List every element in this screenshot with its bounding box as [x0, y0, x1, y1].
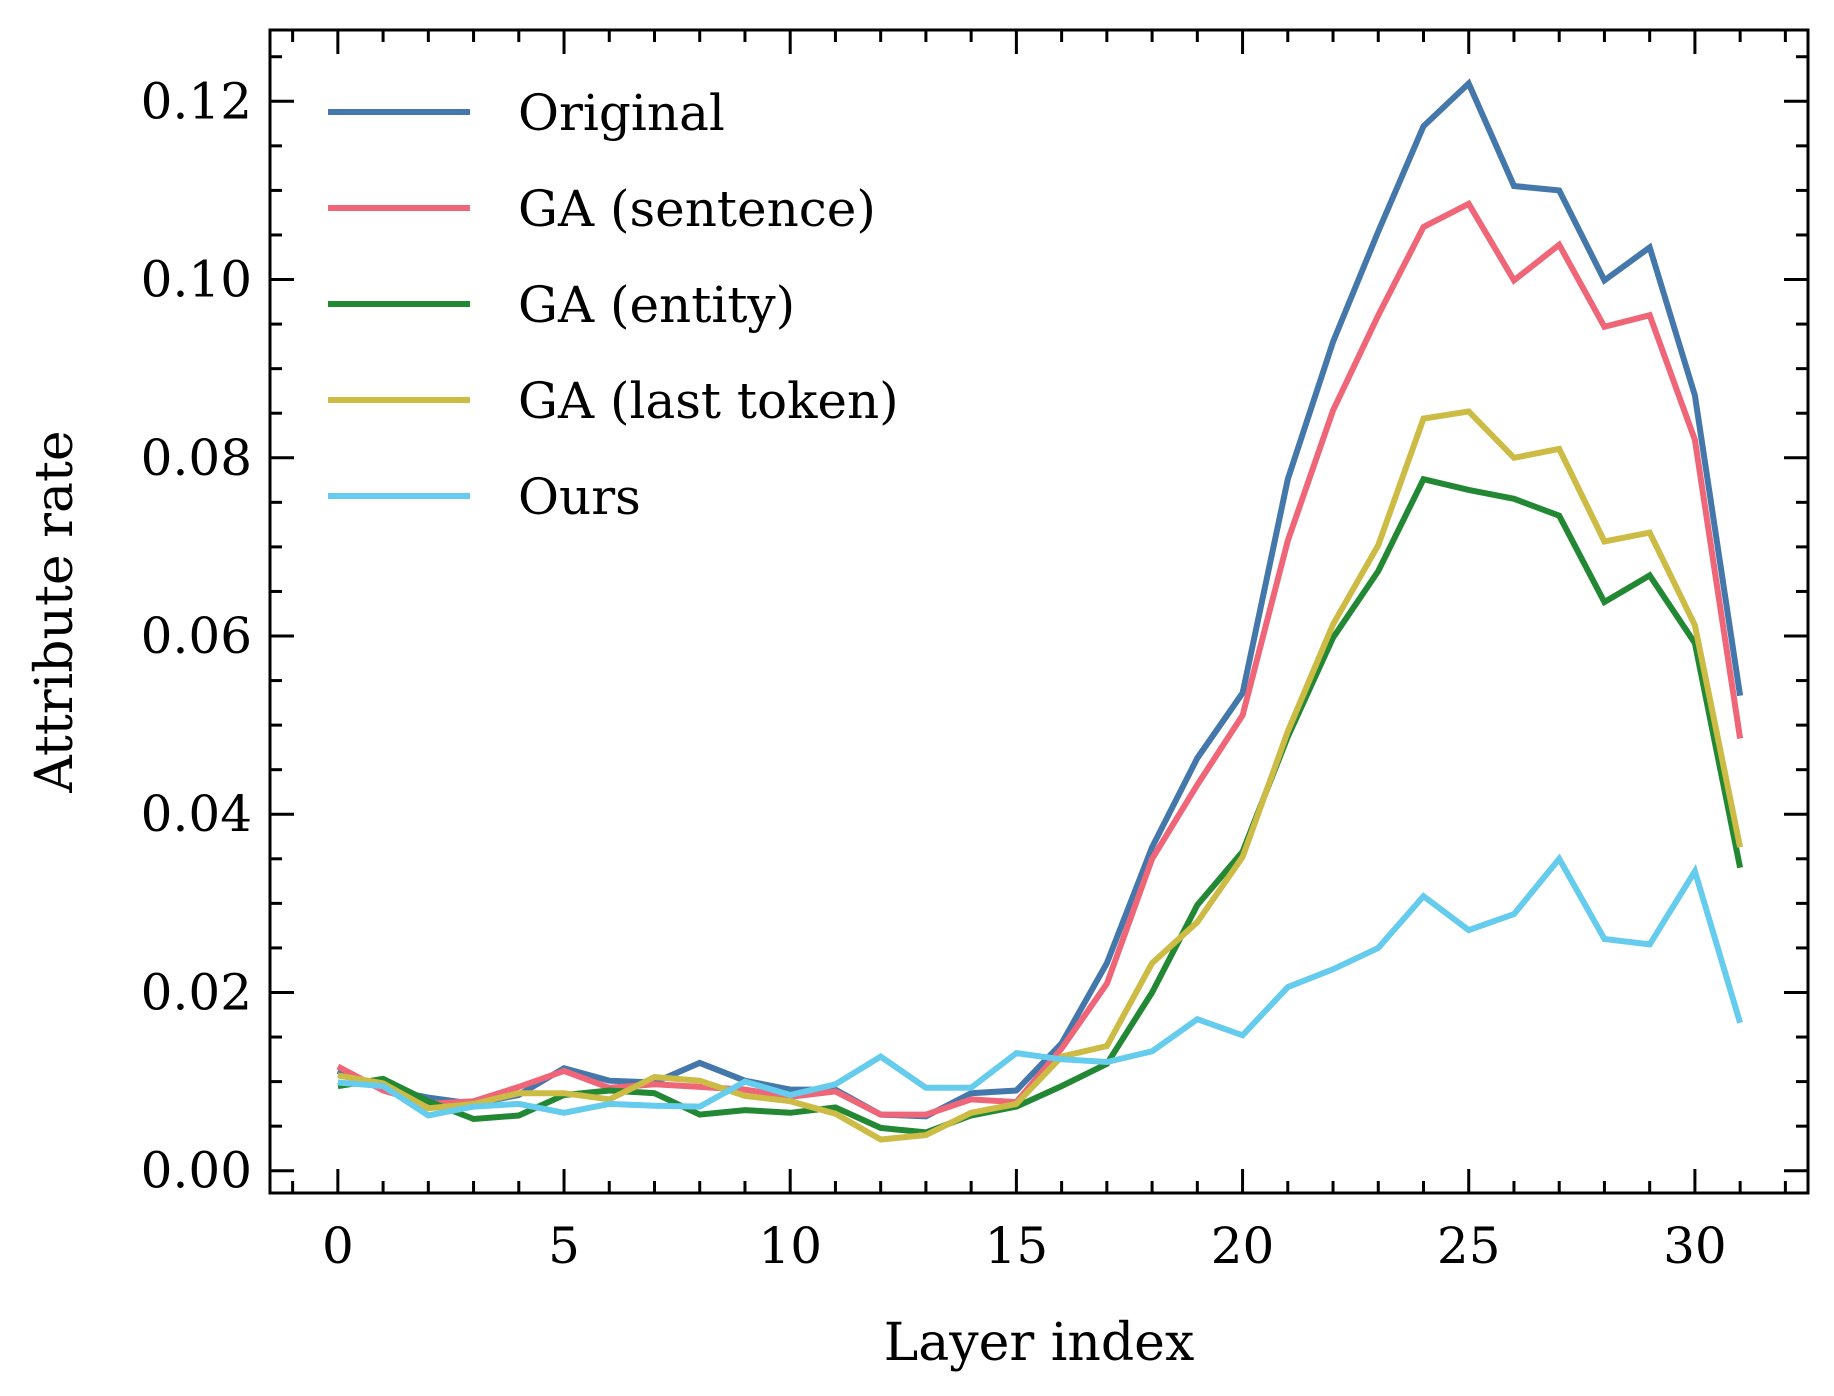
series-line-ours [337, 853, 1743, 1119]
x-tick-label: 0 [322, 1217, 354, 1275]
y-axis-label: Attribute rate [25, 430, 85, 793]
y-tick-label: 0.04 [141, 785, 252, 843]
x-tick-label: 10 [758, 1217, 822, 1275]
ticks-layer [270, 30, 1808, 1193]
x-tick-label: 20 [1211, 1217, 1275, 1275]
labels-layer: 0 5 10 15 20 25 30 0.00 0.02 0.04 0.06 0.08 0.10 0.12 [141, 72, 1727, 1275]
y-tick-label: 0.08 [141, 429, 252, 487]
legend-label: GA (last token) [518, 372, 899, 430]
x-tick-label: 15 [985, 1217, 1049, 1275]
x-tick-label: 30 [1663, 1217, 1727, 1275]
x-axis-label: Layer index [884, 1313, 1195, 1373]
y-tick-label: 0.10 [141, 251, 252, 309]
y-tick-label: 0.00 [141, 1142, 252, 1200]
x-tick-label: 5 [548, 1217, 580, 1275]
legend-label: GA (sentence) [518, 180, 876, 238]
legend-label: Ours [518, 468, 641, 526]
series-line-original [336, 78, 1744, 1120]
legend-label: Original [518, 84, 725, 142]
x-tick-label: 25 [1437, 1217, 1501, 1275]
plot-frame [268, 28, 1810, 1195]
y-tick-label: 0.06 [141, 607, 252, 665]
series-layer [336, 78, 1744, 1143]
y-tick-label: 0.12 [141, 72, 252, 130]
legend-label: GA (entity) [518, 276, 795, 334]
y-tick-label: 0.02 [141, 963, 252, 1021]
series-line-ga-sentence [336, 199, 1744, 1118]
series-line-ga-last-token [337, 408, 1744, 1143]
legend: Original GA (sentence) GA (entity) GA (last… [328, 84, 899, 526]
